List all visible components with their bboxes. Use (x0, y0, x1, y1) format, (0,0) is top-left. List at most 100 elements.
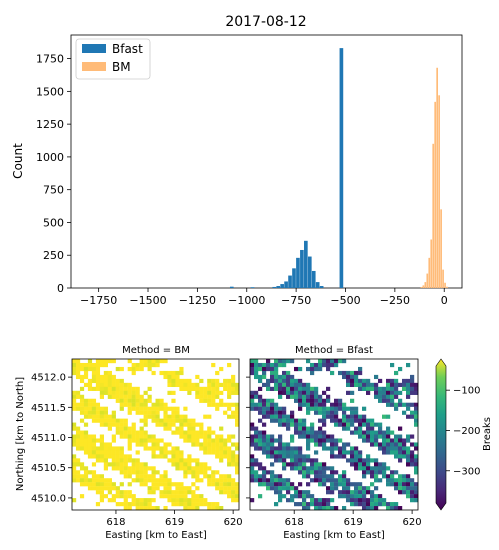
heatmap-bfast-cell (306, 434, 311, 439)
heatmap-bm-cell (91, 446, 97, 451)
heatmap-bfast-cell (274, 446, 279, 451)
heatmap-bm-cell (171, 446, 176, 451)
heatmap-bm-cell (167, 406, 172, 411)
heatmap-bfast-cell (306, 390, 311, 395)
heatmap-bm-cell (79, 362, 85, 368)
heatmap-bm-cell (91, 442, 97, 447)
heatmap-bm-cell (171, 418, 176, 423)
heatmap-bm-cell (215, 446, 220, 451)
heatmap-bm-cell (107, 374, 112, 380)
heatmap-bfast-cell (286, 482, 291, 487)
heatmap-bfast-cell (366, 506, 371, 511)
heatmap-bm-cell (163, 442, 168, 447)
heatmap-bfast-cell (250, 398, 255, 403)
heatmap-bfast-cell (298, 462, 303, 467)
heatmap-bm-cell (151, 466, 156, 471)
heatmap-bm-cell (147, 434, 152, 439)
histogram-bar-bfast-3 (276, 286, 281, 288)
heatmap-bfast-cell (386, 478, 391, 483)
heatmap-bfast-cell (326, 366, 331, 372)
x-tick-label: 619 (165, 517, 184, 528)
heatmap-bm-cell (151, 442, 156, 447)
heatmap-bfast-cell (314, 398, 319, 403)
heatmap-bfast-cell (366, 458, 371, 463)
heatmap-bfast-cell (342, 486, 347, 491)
heatmap-bfast-cell (366, 486, 371, 491)
heatmap-bm-cell (87, 434, 93, 439)
heatmap-bm-cell (79, 402, 85, 407)
histogram-bar-bfast-9 (300, 249, 304, 288)
heatmap-bfast-cell (406, 390, 411, 395)
heatmap-bm-cell (87, 359, 93, 364)
heatmap-bfast-cell (278, 450, 283, 455)
heatmap-bfast-cell (274, 450, 279, 455)
heatmap-bm-cell (183, 422, 188, 427)
heatmap-bfast-cell (294, 418, 299, 423)
heatmap-bfast-cell (346, 450, 351, 455)
heatmap-bm-cell (155, 478, 160, 483)
heatmap-bm-cell (163, 506, 168, 511)
heatmap-bm-cell (83, 362, 89, 368)
heatmap-bm-cell (119, 398, 124, 403)
heatmap-bfast-cell (414, 390, 419, 395)
heatmap-bm-cell (155, 406, 160, 411)
heatmap-bfast-cell (362, 434, 367, 439)
heatmap-bm-cell (211, 398, 216, 403)
heatmap-bm-cell (123, 474, 128, 479)
heatmap-bfast-cell (390, 390, 395, 395)
colorbar: −100−200−300 Breaks (435, 358, 493, 511)
heatmap-bm-cell (115, 454, 120, 459)
heatmap-bm-cell (143, 406, 148, 411)
heatmap-bm-cell (99, 442, 105, 447)
heatmap-bfast-cell (354, 426, 359, 431)
heatmap-bm-cell (219, 442, 224, 447)
heatmap-bm-cell (83, 450, 89, 455)
heatmap-bfast-cell (298, 390, 303, 395)
heatmap-bfast-cell (398, 490, 403, 495)
heatmap-bfast-cell (386, 378, 391, 384)
heatmap-bfast-cell (270, 366, 275, 372)
heatmap-bm-cell (103, 494, 108, 499)
heatmap-bm-cell (211, 394, 216, 399)
heatmap-bm-cell (231, 482, 236, 487)
heatmap-bm-cell (87, 438, 93, 443)
heatmap-bm-cell (139, 394, 144, 399)
heatmap-bm-cell (231, 442, 236, 447)
heatmap-bfast-cell (402, 402, 407, 407)
heatmap-bfast-cell (302, 434, 307, 439)
heatmap-bfast-cell (362, 406, 367, 411)
heatmap-bfast-cell (382, 498, 387, 503)
heatmap-bm-cell (139, 498, 144, 503)
heatmap-bfast-cell (314, 362, 319, 368)
heatmap-bfast-cell (298, 426, 303, 431)
heatmap-bfast-cell (330, 414, 335, 419)
heatmap-bfast-cell (322, 359, 327, 364)
heatmap-bfast-cell (322, 422, 327, 427)
heatmap-bm-cell (99, 446, 105, 451)
heatmap-bm-cell (203, 386, 208, 391)
heatmap-bm-cell (219, 398, 224, 403)
heatmap-bfast-cell (298, 430, 303, 435)
heatmap-bm-cell (87, 446, 93, 451)
heatmap-bfast-cell (270, 474, 275, 479)
heatmap-bm-cell (87, 442, 93, 447)
heatmap-bm-cell (99, 486, 105, 491)
heatmap-bfast-cell (314, 458, 319, 463)
heatmap-bm-cell (215, 406, 220, 411)
heatmap-bm-cell (131, 394, 136, 399)
heatmap-bm-cell (219, 382, 224, 388)
heatmap-bfast-cell (342, 442, 347, 447)
heatmap-bfast-cell (382, 470, 387, 475)
heatmap-bm-x-axis: 618 619 620 (106, 510, 243, 528)
heatmap-bfast-cell (370, 474, 375, 479)
heatmap-bm-cell (147, 438, 152, 443)
heatmap-bm-cell (119, 394, 124, 399)
heatmap-bfast-cell (250, 442, 255, 447)
heatmap-bfast-cell (338, 359, 343, 364)
heatmap-bm-cell (231, 454, 236, 459)
heatmap-bm-cell (179, 502, 184, 507)
heatmap-bfast-cell (342, 470, 347, 475)
heatmap-bfast-cell (286, 394, 291, 399)
heatmap-bfast-cell (354, 450, 359, 455)
